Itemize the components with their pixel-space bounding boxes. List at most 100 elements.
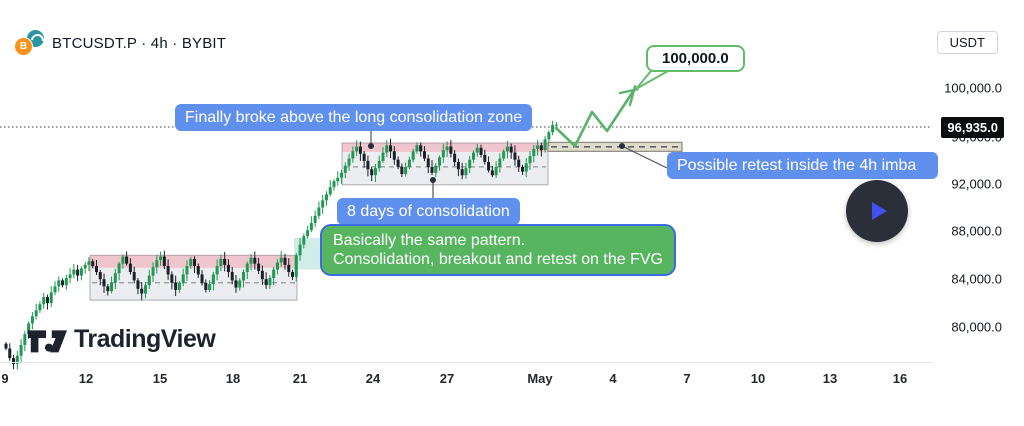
- candle-body: [110, 282, 114, 292]
- note-same-pattern[interactable]: Basically the same pattern. Consolidatio…: [320, 224, 676, 277]
- price-tick-84000: 84,000.0: [951, 271, 1002, 287]
- candle-body: [422, 151, 426, 159]
- candle-body: [98, 272, 102, 280]
- time-tick-13: 13: [822, 371, 838, 386]
- replay-play-button[interactable]: [846, 180, 908, 242]
- arrowhead-wing: [628, 85, 637, 107]
- time-scale[interactable]: 9 12 15 18 21 24 27 May 4 7 10 13 16: [0, 362, 932, 426]
- candle-body: [189, 258, 193, 267]
- candle-body: [38, 304, 42, 311]
- candle-body: [524, 163, 528, 172]
- candle-body: [166, 266, 170, 275]
- candle-body: [539, 145, 543, 151]
- candle-body: [125, 256, 129, 264]
- candle-body: [483, 154, 487, 163]
- candle-body: [294, 255, 298, 277]
- candle-body: [419, 145, 423, 152]
- candle-body: [456, 162, 460, 170]
- candle-body: [260, 270, 264, 280]
- candle-body: [494, 166, 498, 176]
- candle-body: [249, 257, 253, 264]
- time-tick-21: 21: [292, 371, 308, 386]
- projection-zigzag-arrow: [554, 88, 636, 148]
- candle-body: [490, 170, 494, 176]
- candle-body: [517, 159, 521, 167]
- time-tick-27: 27: [439, 371, 455, 386]
- candle-body: [321, 200, 325, 208]
- candle-body: [347, 158, 351, 166]
- candle-body: [132, 272, 136, 281]
- candle-body: [27, 323, 31, 335]
- time-tick-10: 10: [750, 371, 766, 386]
- candle-body: [468, 159, 472, 169]
- time-tick-May: May: [527, 371, 553, 386]
- candle-body: [381, 152, 385, 161]
- zone-band-consolidation-2: [342, 142, 548, 152]
- candle-body: [355, 146, 359, 152]
- candle-body: [242, 272, 246, 281]
- note-anchor-dot: [430, 177, 436, 183]
- candle-body: [400, 166, 404, 175]
- candle-body: [536, 145, 540, 149]
- candle-body: [283, 257, 287, 265]
- note-same-pattern-line1: Basically the same pattern.: [333, 232, 526, 249]
- candle-body: [441, 150, 445, 158]
- tradingview-logo-icon: [27, 330, 68, 353]
- candle-body: [30, 316, 34, 324]
- price-tick-80000: 80,000.0: [951, 319, 1002, 335]
- note-anchor-dot: [368, 143, 374, 149]
- candle-body: [370, 169, 374, 176]
- note-eight-days[interactable]: 8 days of consolidation: [337, 198, 520, 226]
- candle-body: [257, 263, 261, 271]
- candle-body: [102, 279, 106, 287]
- candle-body: [140, 288, 144, 294]
- candle-body: [358, 146, 362, 154]
- candle-body: [4, 343, 8, 349]
- candle-body: [253, 257, 257, 264]
- symbol-pair-icon: B: [14, 30, 44, 56]
- candle-body: [128, 263, 132, 273]
- candle-body: [340, 172, 344, 178]
- candle-body: [362, 153, 366, 161]
- candle-body: [324, 194, 328, 201]
- price-scale[interactable]: USDT 96,935.0 100,000.096,000.092,000.08…: [932, 0, 1024, 426]
- candle-body: [196, 266, 200, 275]
- current-price-badge: 96,935.0: [941, 116, 1004, 138]
- time-tick-18: 18: [225, 371, 241, 386]
- candle-body: [159, 256, 163, 261]
- candle-body: [317, 207, 321, 216]
- candle-body: [155, 260, 159, 268]
- candle-body: [460, 169, 464, 176]
- candle-body: [407, 159, 411, 167]
- candle-body: [343, 165, 347, 173]
- candle-body: [61, 280, 65, 286]
- candle-body: [268, 278, 272, 286]
- play-icon: [872, 202, 887, 220]
- candle-body: [471, 152, 475, 160]
- currency-usdt-button[interactable]: USDT: [936, 31, 998, 54]
- note-broke-consolidation[interactable]: Finally broke above the long consolidati…: [175, 104, 533, 132]
- zone-fvg-retest-1: [294, 237, 321, 270]
- time-tick-7: 7: [683, 371, 691, 386]
- callout-tail: [635, 70, 669, 90]
- candle-body: [306, 230, 310, 237]
- price-target-callout[interactable]: 100,000.0: [646, 45, 745, 72]
- candle-body: [34, 310, 38, 317]
- candle-body: [226, 264, 230, 273]
- note-same-pattern-line2: Consolidation, breakout and retest on th…: [333, 251, 663, 269]
- candle-body: [520, 166, 524, 172]
- candle-body: [91, 261, 95, 267]
- candle-body: [464, 168, 468, 176]
- symbol-header[interactable]: B BTCUSDT.P · 4h · BYBIT: [14, 30, 226, 56]
- candle-body: [392, 151, 396, 160]
- candle-body: [151, 267, 155, 276]
- btc-coin-icon: B: [14, 37, 33, 56]
- candle-body: [426, 158, 430, 167]
- note-possible-retest[interactable]: Possible retest inside the 4h imba: [667, 152, 938, 180]
- candle-body: [72, 269, 76, 275]
- candle-body: [279, 257, 283, 263]
- candle-body: [313, 215, 317, 224]
- candle-body: [547, 132, 551, 140]
- candle-body: [513, 152, 517, 160]
